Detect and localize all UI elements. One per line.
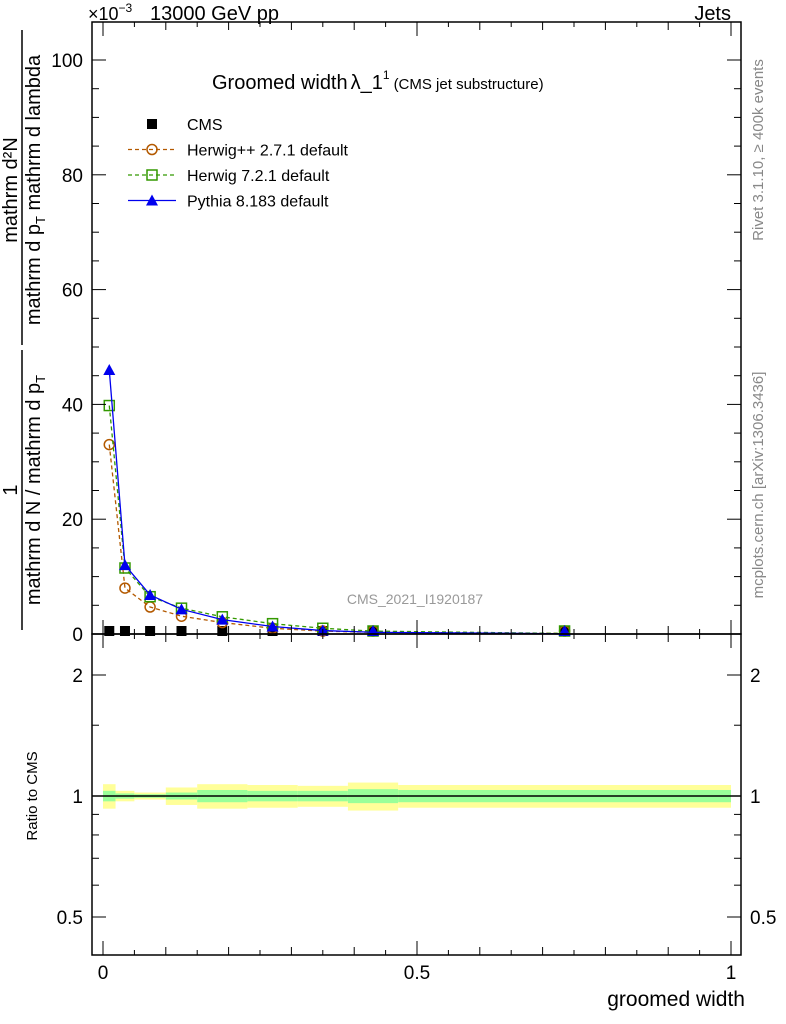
legend-label: Herwig++ 2.7.1 default (187, 143, 349, 160)
main-frame (91, 21, 742, 635)
series-line (108, 444, 565, 635)
x-axis-label: groomed width (607, 988, 745, 1011)
data-point (175, 603, 188, 615)
category-label: Jets (694, 3, 731, 25)
ratio-ylabel: Ratio to CMS (24, 751, 41, 840)
ratio-y-tick-label: 2 (72, 666, 83, 687)
y-tick-label: 20 (62, 510, 83, 531)
legend-marker (146, 194, 158, 206)
data-point (144, 588, 157, 600)
y-tick-label: 100 (51, 51, 83, 72)
legend-marker (147, 119, 157, 129)
ratio-y-tick-label-right: 0.5 (750, 908, 776, 929)
legend-label: CMS (187, 117, 223, 134)
x-tick-label: 0 (98, 963, 109, 984)
y-tick-label: 0 (72, 625, 83, 646)
y-axis-label: 1 mathrm d N / mathrm d pT mathrm d²N ma… (0, 30, 48, 630)
series-3 (103, 363, 571, 636)
data-point (217, 626, 228, 636)
mcplots-label: mcplots.cern.ch [arXiv:1306.3436] (750, 372, 767, 599)
ylabel-den1: mathrm d N / mathrm d pT (23, 375, 48, 605)
ratio-y-tick-label: 1 (72, 787, 83, 808)
series-layer (103, 363, 571, 637)
x-tick-label: 1 (726, 963, 737, 984)
data-point (103, 363, 116, 375)
rivet-label: Rivet 3.1.10, ≥ 400k events (750, 59, 767, 241)
data-point (103, 438, 116, 451)
legend-label: Pythia 8.183 default (187, 194, 329, 211)
legend-marker (146, 169, 158, 181)
y-tick-label: 80 (62, 166, 83, 187)
ylabel-num2: mathrm d²N (0, 137, 22, 243)
legend: CMS Herwig++ 2.7.1 default Herwig 7.2.1 de… (128, 117, 349, 211)
scale-label: ×10−3 (88, 1, 133, 24)
y-tick-label: 60 (62, 281, 83, 302)
data-point (104, 626, 115, 636)
x-tick-label: 0.5 (404, 963, 430, 984)
legend-label: Herwig 7.2.1 default (187, 168, 330, 185)
series-line (108, 405, 565, 635)
plot-title: Groomed width λ_11(CMS jet substructure) (212, 68, 544, 94)
data-point (119, 582, 131, 594)
series-line (108, 369, 565, 635)
data-point (266, 620, 279, 632)
data-point (119, 626, 130, 636)
ylabel-den2: mathrm d pT mathrm d lambda (23, 54, 48, 325)
ratio-y-tick-label-right: 1 (750, 787, 761, 808)
data-point (176, 626, 187, 636)
watermark: CMS_2021_I1920187 (347, 591, 483, 607)
ratio-y-tick-label-right: 2 (750, 666, 761, 687)
ylabel-num1: 1 (0, 484, 22, 495)
series-2 (103, 399, 571, 637)
y-tick-label: 40 (62, 395, 83, 416)
legend-marker (146, 143, 158, 156)
data-point (103, 399, 116, 412)
data-point (145, 626, 156, 636)
energy-label: 13000 GeV pp (150, 3, 279, 25)
data-point (216, 613, 229, 625)
ratio-y-tick-label: 0.5 (57, 908, 83, 929)
data-point (118, 559, 131, 571)
